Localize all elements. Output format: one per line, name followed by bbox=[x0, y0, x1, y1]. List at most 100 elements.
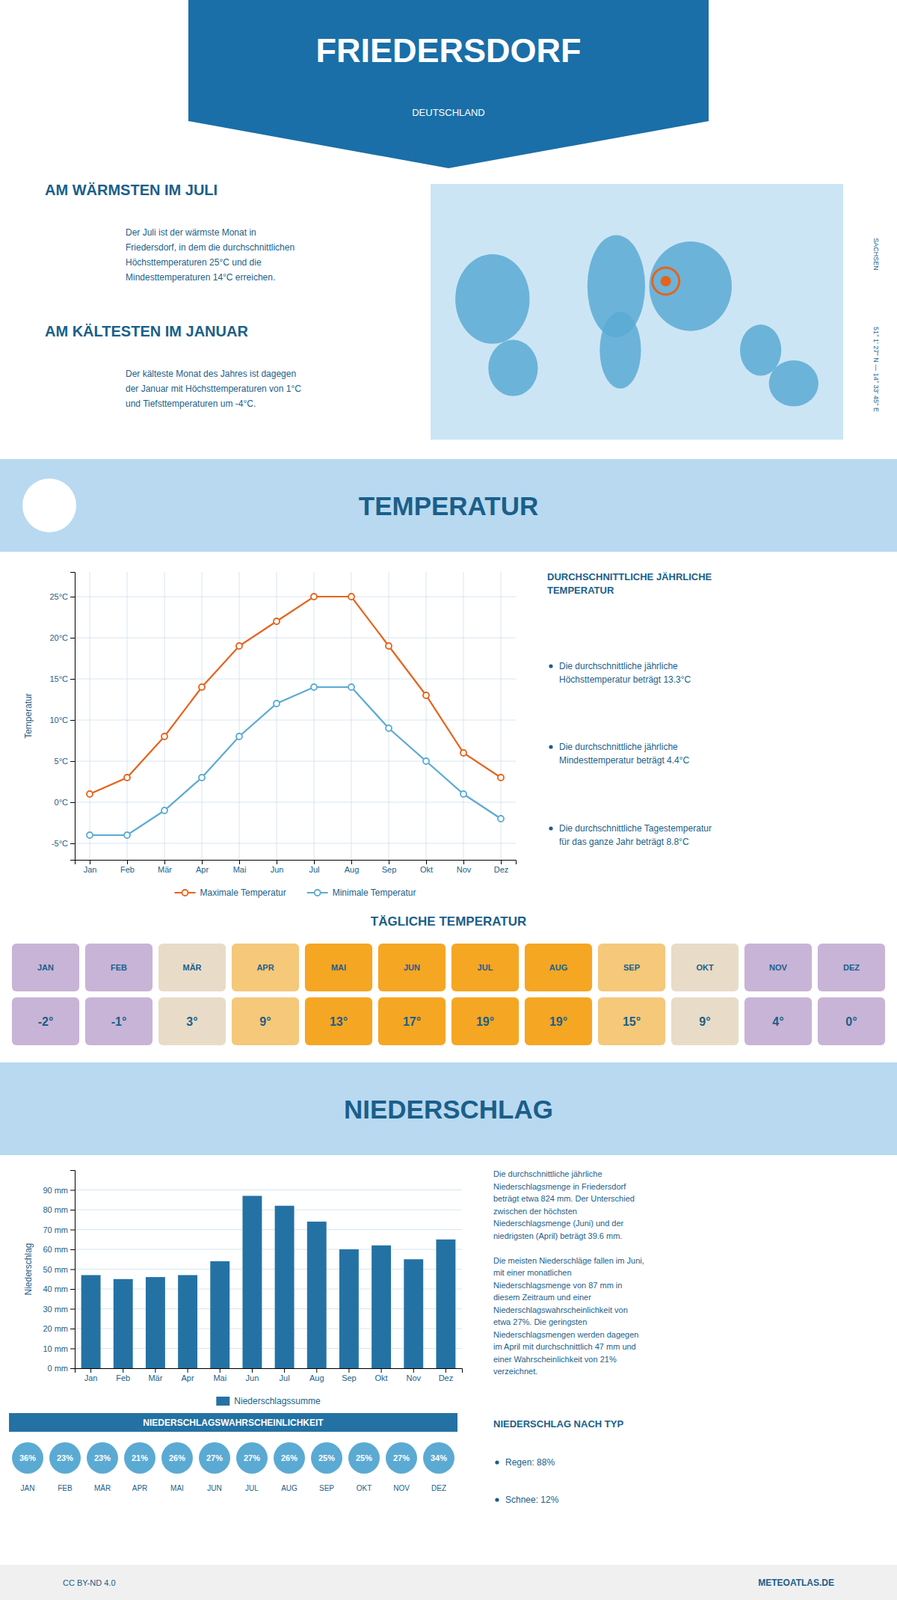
x-tick-label: Okt bbox=[375, 1373, 388, 1383]
map-land bbox=[455, 254, 530, 344]
x-tick: Feb bbox=[120, 859, 135, 874]
footer-text: METEOATLAS.DE bbox=[757, 1577, 835, 1588]
point bbox=[497, 774, 504, 781]
data-label: 9° bbox=[698, 1015, 711, 1028]
x-tick-mark bbox=[284, 1367, 285, 1373]
x-tick: Mai bbox=[233, 859, 247, 874]
table-title: NIEDERSCHLAGSWAHRSCHEINLICHKEIT bbox=[142, 1417, 324, 1428]
table-header-cell bbox=[304, 943, 373, 992]
data-label: -2° bbox=[38, 1015, 54, 1028]
header-shield bbox=[188, 0, 709, 169]
bar bbox=[145, 1276, 166, 1368]
legend-marker bbox=[182, 889, 189, 896]
x-tick: Jan bbox=[84, 1367, 98, 1383]
table-title-band bbox=[8, 1412, 458, 1432]
table-month-label: NOV bbox=[769, 962, 788, 972]
x-tick: Sep bbox=[381, 859, 397, 874]
grid-line-x bbox=[276, 571, 278, 860]
bar bbox=[339, 1249, 359, 1368]
y-tick-mark bbox=[70, 1288, 75, 1290]
x-tick: Mär bbox=[157, 859, 172, 874]
y-tick-mark bbox=[70, 843, 75, 844]
data-label: -1° bbox=[111, 1015, 128, 1028]
bar bbox=[371, 1245, 391, 1368]
table-header-cell bbox=[598, 943, 666, 992]
table-month-label: APR bbox=[256, 962, 274, 972]
point bbox=[86, 831, 93, 838]
table-value-cell bbox=[158, 997, 226, 1046]
bullet-dot bbox=[548, 663, 553, 668]
y-axis: -5°C0°C5°C10°C15°C20°C25°C bbox=[49, 572, 75, 861]
table-header-cell bbox=[158, 943, 226, 992]
footer-text: CC BY-ND 4.0 bbox=[62, 1577, 116, 1587]
bar bbox=[275, 1205, 295, 1368]
probability-drop bbox=[348, 1441, 380, 1474]
probability-drop bbox=[385, 1441, 418, 1474]
x-tick: Jan bbox=[83, 859, 98, 874]
table-header-cell bbox=[451, 943, 519, 992]
table-month-label: SEP bbox=[319, 1483, 335, 1493]
x-tick: Aug bbox=[309, 1367, 325, 1383]
x-tick-mark bbox=[445, 1367, 447, 1373]
y-tick: 0 mm bbox=[47, 1363, 76, 1373]
x-tick-label: Sep bbox=[381, 864, 397, 874]
x-tick-label: Apr bbox=[195, 864, 209, 874]
y-tick-mark bbox=[70, 1367, 75, 1369]
data-label: 19° bbox=[549, 1015, 568, 1028]
data-label: 15° bbox=[622, 1015, 641, 1028]
table-value-cell bbox=[11, 997, 80, 1046]
y-tick-label: 20°C bbox=[49, 633, 69, 643]
probability-drop bbox=[124, 1441, 156, 1474]
table-value-cell bbox=[744, 997, 812, 1046]
table-month-label: MÄR bbox=[94, 1483, 111, 1493]
table-value-cell bbox=[304, 997, 373, 1046]
data-label: 27% bbox=[206, 1453, 223, 1463]
map-land bbox=[599, 311, 641, 389]
point bbox=[423, 757, 430, 764]
line bbox=[89, 686, 501, 835]
y-tick-label: 5°C bbox=[54, 756, 69, 766]
grid bbox=[74, 571, 516, 860]
grid-line-y bbox=[74, 1249, 462, 1250]
map-land bbox=[769, 360, 819, 407]
legend: Niederschlagssumme bbox=[216, 1395, 321, 1407]
y-axis-title: Niederschlag bbox=[23, 1242, 34, 1295]
grid-line-y bbox=[74, 678, 516, 680]
legend-entry: Minimale Temperatur bbox=[307, 887, 417, 898]
y-tick-label: 60 mm bbox=[42, 1244, 69, 1254]
section-background bbox=[0, 1062, 897, 1155]
footer: CC BY-ND 4.0 METEOATLAS.DE bbox=[0, 1564, 897, 1600]
grid-line-y bbox=[74, 1189, 462, 1191]
grid bbox=[74, 1190, 462, 1369]
coords-label: 51° 1' 27'' N — 14° 33' 45'' E bbox=[872, 326, 880, 412]
y-tick-label: 10 mm bbox=[42, 1344, 69, 1353]
precipitation-stats: Die durchschnittliche jährlicheNiedersch… bbox=[493, 1169, 645, 1505]
x-tick-label: Jun bbox=[270, 864, 285, 874]
x-tick-label: Mai bbox=[233, 864, 247, 874]
table-value-cell bbox=[85, 997, 153, 1046]
grid-line-y bbox=[74, 1209, 462, 1211]
stats-bullet: Die durchschnittliche Tagestemperaturfür… bbox=[559, 822, 712, 847]
legend-label: Maximale Temperatur bbox=[200, 887, 287, 898]
x-tick-label: Mai bbox=[213, 1373, 227, 1383]
y-tick-mark bbox=[70, 1209, 75, 1211]
x-tick-label: Okt bbox=[420, 864, 433, 874]
probability-drop bbox=[161, 1441, 193, 1474]
y-axis-line bbox=[70, 572, 76, 861]
bar bbox=[210, 1261, 230, 1368]
x-tick-mark bbox=[219, 1367, 221, 1373]
x-tick-label: Aug bbox=[309, 1373, 325, 1383]
x-tick-mark bbox=[348, 1367, 350, 1373]
probability-table: NIEDERSCHLAGSWAHRSCHEINLICHKEIT36%JAN23%… bbox=[8, 1412, 458, 1493]
data-label: 21% bbox=[131, 1453, 149, 1463]
table-header-cell bbox=[11, 943, 80, 992]
table-value-cell bbox=[598, 997, 666, 1046]
x-tick-mark bbox=[316, 1367, 317, 1373]
y-tick-mark bbox=[70, 678, 75, 680]
x-tick: Nov bbox=[456, 859, 472, 874]
info-text: Der Juli ist der wärmste Monat inFrieder… bbox=[125, 227, 295, 283]
x-tick: Sep bbox=[341, 1367, 357, 1383]
section-header: NIEDERSCHLAG bbox=[0, 1062, 897, 1155]
legend-entry: Niederschlagssumme bbox=[216, 1395, 321, 1407]
table-month-label: SEP bbox=[623, 962, 640, 972]
